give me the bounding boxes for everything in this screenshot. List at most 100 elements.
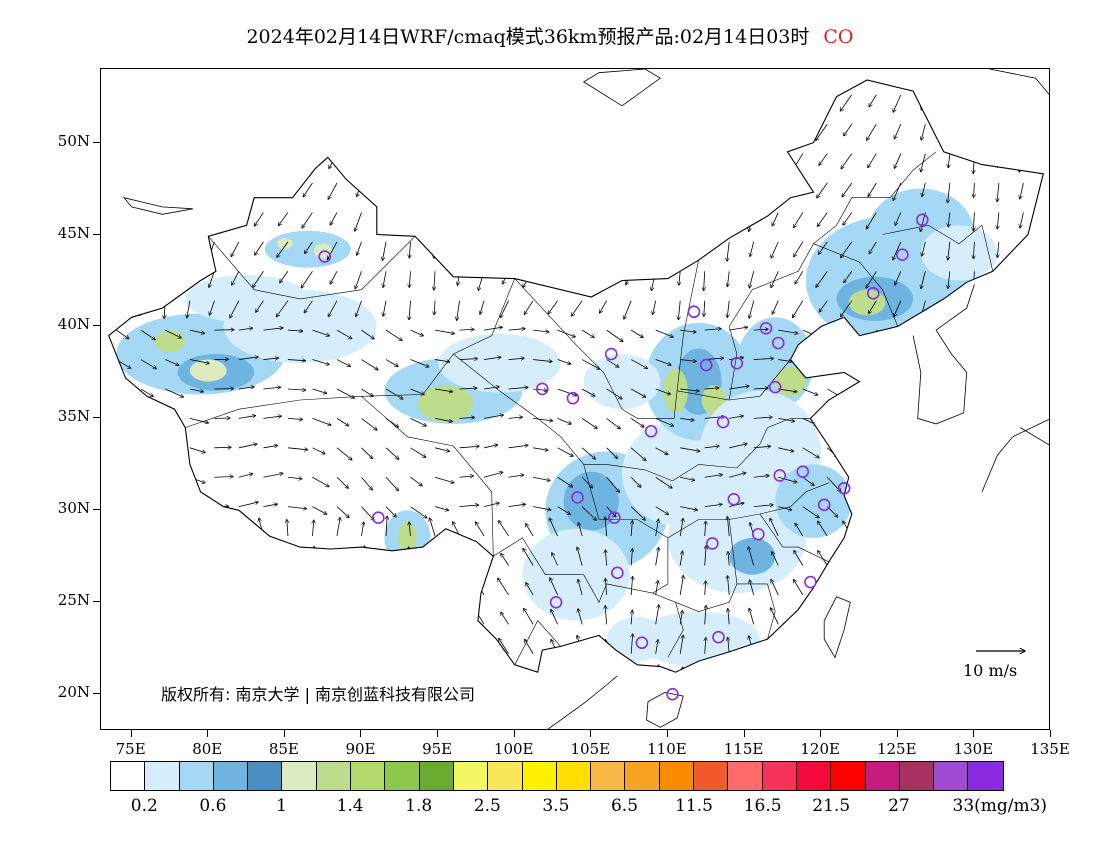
wind-vector	[624, 153, 632, 172]
wind-vector	[1023, 506, 1041, 513]
wind-vector	[729, 444, 747, 449]
lake-outline	[122, 197, 193, 215]
wind-vector	[409, 300, 410, 320]
wind-vector	[772, 552, 779, 566]
wind-vector	[361, 581, 363, 595]
wind-vector	[312, 605, 314, 625]
wind-vector	[552, 553, 558, 566]
wind-vector	[793, 94, 804, 111]
wind-vector	[498, 578, 509, 596]
wind-vector	[893, 182, 902, 201]
wind-vector	[409, 182, 410, 197]
wind-vector	[894, 153, 902, 169]
wind-vector	[533, 330, 549, 332]
wind-vector	[949, 358, 964, 359]
province-border	[736, 583, 776, 640]
wind-vector	[361, 329, 374, 339]
wind-vector	[842, 182, 853, 197]
wind-vector	[866, 212, 877, 229]
wind-vector	[876, 447, 887, 457]
wind-vector	[312, 359, 329, 365]
wind-vector	[948, 124, 951, 142]
wind-vector	[383, 153, 387, 169]
wind-vector	[182, 582, 191, 596]
wind-vector	[232, 123, 240, 137]
wind-vector	[792, 300, 804, 318]
wind-vector	[948, 300, 950, 316]
wind-vector	[894, 300, 902, 317]
wind-vector	[410, 447, 426, 458]
wind-vector	[459, 329, 475, 330]
wind-vector	[533, 359, 552, 362]
wind-vector	[140, 94, 141, 109]
wind-vector	[383, 212, 387, 226]
wind-vector	[164, 153, 165, 170]
wind-vector	[361, 637, 364, 654]
wind-vector	[140, 418, 157, 430]
wind-vector	[113, 241, 117, 261]
wind-vector	[263, 504, 277, 508]
wind-vector	[186, 212, 191, 232]
wind-vector	[998, 580, 1002, 595]
wind-vector	[385, 388, 403, 399]
wind-vector	[111, 697, 116, 713]
wind-vector	[451, 636, 460, 654]
wind-vector	[500, 300, 509, 318]
wind-vector	[973, 548, 977, 566]
wind-vector	[1019, 241, 1024, 261]
concentration-patch	[223, 289, 377, 364]
wind-vector	[778, 476, 797, 482]
wind-vector	[451, 578, 460, 596]
station-marker	[752, 527, 765, 541]
lon-tick	[283, 730, 285, 737]
wind-vector	[581, 418, 597, 428]
wind-vector	[655, 519, 659, 537]
wind-vector	[753, 446, 771, 448]
wind-vector	[626, 124, 632, 137]
wind-vector	[893, 94, 902, 113]
wind-vector	[998, 506, 1013, 507]
wind-vector	[187, 124, 191, 141]
wind-vector	[508, 504, 526, 508]
wind-vector	[655, 447, 668, 455]
wind-vector	[749, 271, 755, 288]
wind-vector	[336, 575, 340, 595]
wind-vector	[631, 694, 632, 712]
wind-vector	[499, 638, 509, 654]
wind-vector	[1023, 388, 1041, 393]
wind-vector	[165, 506, 178, 517]
wind-vector	[573, 241, 583, 255]
wind-vector	[802, 476, 814, 485]
station-marker	[716, 415, 730, 429]
wind-vector	[478, 124, 485, 143]
wind-vector	[312, 388, 326, 393]
wind-vector	[652, 212, 657, 229]
wind-vector	[597, 182, 607, 200]
colorbar-tick-label: 33(mg/m3)	[952, 796, 1048, 816]
wind-vector	[453, 522, 460, 537]
wind-vector	[277, 241, 289, 257]
wind-vector	[475, 698, 484, 713]
wind-vector	[287, 576, 288, 595]
station-marker	[644, 424, 658, 438]
station-marker	[759, 321, 773, 335]
wind-vector	[164, 241, 165, 262]
wind-vector	[140, 300, 141, 316]
wind-vector	[578, 523, 583, 537]
wind-vector	[155, 578, 166, 596]
wind-vector	[207, 553, 215, 566]
wind-vector	[895, 271, 902, 285]
wind-vector	[705, 667, 706, 673]
wind-vector	[434, 300, 435, 315]
wind-vector	[974, 357, 993, 360]
wind-vector	[278, 212, 289, 225]
lon-tick	[666, 730, 668, 737]
wind-vector	[209, 300, 215, 316]
wind-vector	[851, 506, 864, 520]
map-panel[interactable]: 版权所有: 南京大学 | 南京创蓝科技有限公司 10 m/s	[100, 68, 1050, 730]
wind-vector	[704, 212, 705, 232]
wind-vector	[548, 271, 558, 284]
wind-vector	[750, 669, 755, 673]
colorbar-cell	[694, 762, 729, 790]
wind-vector	[533, 447, 548, 450]
